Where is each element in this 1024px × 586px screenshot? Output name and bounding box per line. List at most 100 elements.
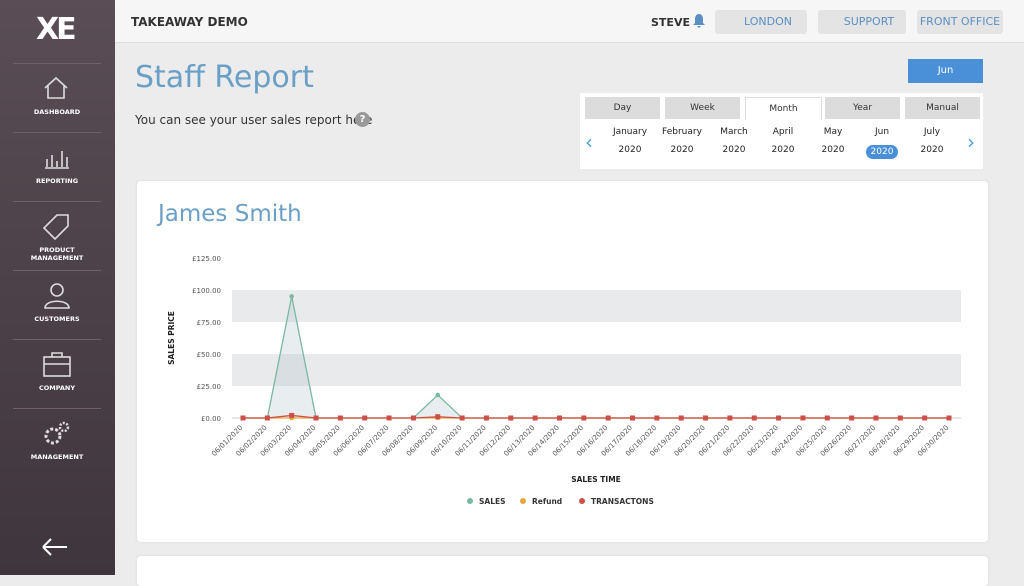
- legend-marker: [520, 498, 526, 504]
- point: [897, 415, 903, 421]
- point: [362, 415, 368, 421]
- point: [386, 415, 392, 421]
- nav-item[interactable]: DASHBOARD: [13, 63, 101, 132]
- point: [435, 392, 441, 398]
- month-year: 2020: [920, 145, 944, 155]
- point: [800, 415, 806, 421]
- point: [849, 415, 855, 421]
- page-title: Staff Report: [135, 60, 314, 95]
- point: [654, 415, 660, 421]
- sidebar: XE DASHBOARD REPORTING PRODUCT MANAGEMENT C…: [0, 0, 115, 575]
- period-picker: ‹ › Day Week Month Year Manual January 2020 Feb…: [580, 93, 983, 169]
- chart-card: James Smith £0.00 £25.00 £50.00 £75.00 £100.0…: [137, 181, 988, 542]
- point: [240, 415, 246, 421]
- location-button[interactable]: LONDON: [715, 10, 807, 34]
- bell-icon[interactable]: [693, 13, 705, 29]
- next-arrow[interactable]: ›: [967, 130, 975, 154]
- nav-item[interactable]: PRODUCT MANAGEMENT: [13, 201, 101, 270]
- month-name[interactable]: Jun: [874, 127, 890, 137]
- point: [678, 415, 684, 421]
- front-office-button[interactable]: FRONT OFFICE: [917, 10, 1003, 34]
- next-card: [137, 556, 988, 586]
- y-tick-label: £25.00: [197, 383, 222, 391]
- grid-band: [232, 354, 961, 386]
- month-year: 2020: [722, 145, 746, 155]
- y-axis-label: SALES PRICE: [167, 311, 176, 365]
- nav-label: CUSTOMERS: [34, 315, 80, 323]
- legend-marker: [467, 498, 473, 504]
- grid-band: [232, 290, 961, 322]
- point: [483, 415, 489, 421]
- point: [873, 415, 879, 421]
- line: [243, 414, 949, 419]
- y-tick-label: £50.00: [197, 351, 222, 359]
- page-subtitle: You can see your user sales report here: [135, 113, 373, 127]
- header: TAKEAWAY DEMO STEVE LONDON SUPPORT FRONT…: [115, 0, 1024, 43]
- point: [776, 415, 782, 421]
- nav-icon: [44, 76, 68, 99]
- point: [581, 415, 587, 421]
- nav-icon: [43, 352, 71, 377]
- period-tab[interactable]: Month: [745, 97, 822, 120]
- nav-item[interactable]: COMPANY: [13, 339, 101, 408]
- help-icon[interactable]: ?: [355, 112, 370, 127]
- point: [922, 415, 928, 421]
- point: [727, 415, 733, 421]
- month-name[interactable]: May: [823, 127, 843, 137]
- x-axis-label: SALES TIME: [571, 475, 621, 484]
- point: [703, 415, 709, 421]
- nav-icon: [44, 421, 70, 445]
- point: [289, 294, 294, 299]
- month-year: 2020: [866, 145, 898, 159]
- period-tab[interactable]: Week: [665, 97, 740, 119]
- y-tick-label: £125.00: [192, 255, 221, 263]
- button-text: SUPPORT: [843, 15, 895, 28]
- month-name[interactable]: July: [923, 127, 941, 137]
- month-year: 2020: [670, 145, 694, 155]
- month-name[interactable]: March: [720, 127, 748, 137]
- point: [556, 415, 562, 421]
- month-name[interactable]: February: [662, 127, 702, 137]
- point: [946, 415, 952, 421]
- y-tick-label: £0.00: [201, 415, 221, 423]
- user-name[interactable]: STEVE: [651, 16, 690, 29]
- nav-item[interactable]: REPORTING: [13, 132, 101, 201]
- period-button[interactable]: Jun: [908, 59, 983, 83]
- point: [435, 414, 441, 420]
- nav-label: COMPANY: [38, 384, 76, 392]
- nav-item[interactable]: MANAGEMENT: [13, 408, 101, 477]
- nav-label: DASHBOARD: [33, 108, 81, 116]
- point: [459, 415, 465, 421]
- back-arrow[interactable]: [40, 536, 70, 558]
- legend-label[interactable]: SALES: [479, 497, 506, 506]
- chart-title: James Smith: [156, 201, 302, 227]
- period-tab[interactable]: Manual: [905, 97, 980, 119]
- point: [289, 412, 295, 418]
- nav-label: MANAGEMENT: [30, 453, 84, 461]
- month-name[interactable]: January: [612, 127, 648, 137]
- support-button[interactable]: SUPPORT: [818, 10, 906, 34]
- button-text: LONDON: [744, 15, 792, 28]
- period-tab[interactable]: Day: [585, 97, 660, 119]
- chart: James Smith £0.00 £25.00 £50.00 £75.00 £100.0…: [156, 201, 961, 506]
- legend-label[interactable]: TRANSACTONS: [591, 497, 654, 506]
- point: [630, 415, 636, 421]
- month-year: 2020: [618, 145, 642, 155]
- app-title: TAKEAWAY DEMO: [131, 15, 248, 29]
- y-tick-label: £75.00: [197, 319, 222, 327]
- nav-label: PRODUCT MANAGEMENT: [30, 246, 84, 262]
- period-tab[interactable]: Year: [825, 97, 900, 119]
- point: [532, 415, 538, 421]
- month-name[interactable]: April: [772, 127, 794, 137]
- logo[interactable]: XE: [36, 12, 77, 47]
- prev-arrow[interactable]: ‹: [585, 130, 593, 154]
- nav-icon: [42, 214, 69, 241]
- legend-marker: [579, 498, 585, 504]
- nav-label: REPORTING: [35, 177, 79, 185]
- y-tick-label: £100.00: [192, 287, 221, 295]
- button-text: FRONT OFFICE: [919, 15, 1001, 28]
- nav-icon: [45, 151, 69, 169]
- legend-label[interactable]: Refund: [532, 497, 562, 506]
- nav-item[interactable]: CUSTOMERS: [13, 270, 101, 339]
